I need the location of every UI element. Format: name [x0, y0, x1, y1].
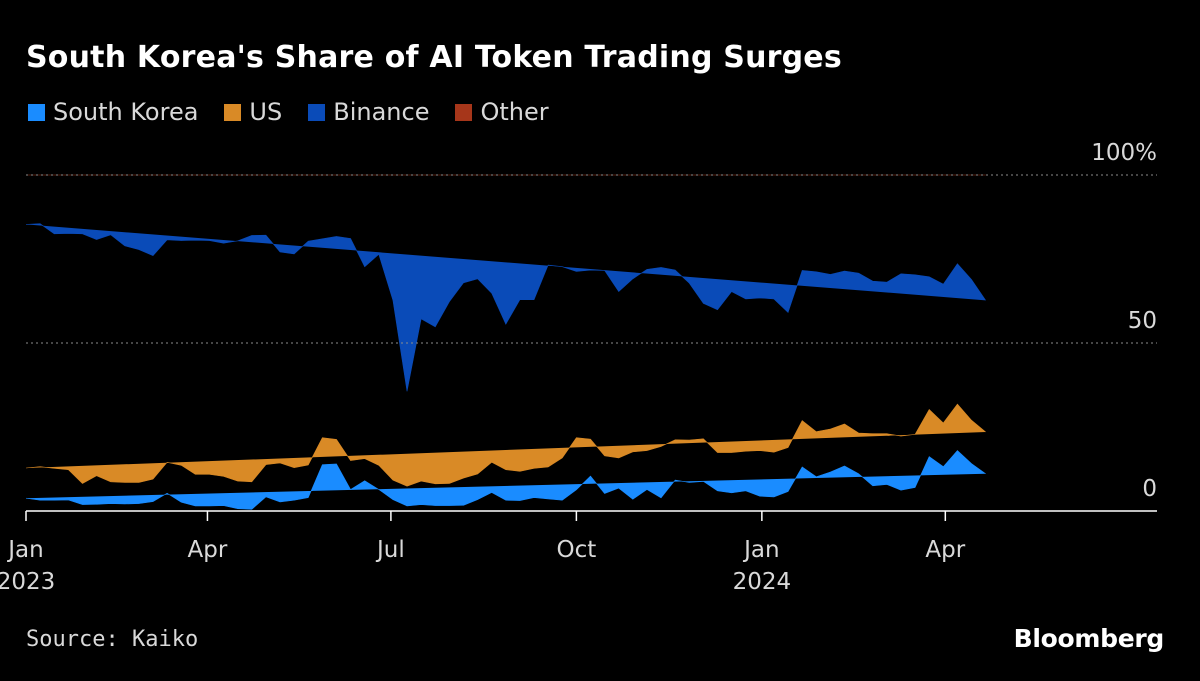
legend-item-other: Other — [455, 98, 549, 126]
legend-swatch-south-korea — [28, 103, 45, 121]
y-tick-label-100: 100% — [1091, 140, 1157, 166]
x-tick-label-2: Jul — [375, 537, 405, 563]
gridlines — [26, 174, 1157, 344]
area-layers — [25, 174, 986, 510]
area-binance — [25, 223, 986, 392]
y-tick-label-0: 0 — [1142, 476, 1157, 502]
legend-swatch-us — [224, 103, 242, 121]
x-tick-year-0: 2023 — [0, 569, 55, 595]
x-tick-label-4: Jan — [742, 537, 779, 563]
x-tick-label-1: Apr — [188, 537, 228, 563]
source-note: Source: Kaiko — [26, 627, 199, 652]
x-tick-label-5: Apr — [925, 537, 965, 563]
legend-swatch-other — [455, 103, 473, 121]
area-us — [25, 403, 986, 487]
bloomberg-logo: Bloomberg — [1013, 624, 1165, 653]
legend-swatch-binance — [308, 103, 326, 121]
x-tick-year-4: 2024 — [733, 569, 792, 595]
legend-label-binance: Binance — [333, 98, 430, 126]
legend-item-us: US — [224, 98, 282, 126]
legend-label-south-korea: South Korea — [53, 98, 199, 126]
legend: South Korea US Binance Other — [28, 98, 549, 126]
chart-title: South Korea's Share of AI Token Trading … — [26, 40, 842, 75]
legend-item-south-korea: South Korea — [28, 98, 198, 126]
axes: 100% 50 0 Jan 2023 Apr Jul Oct Jan 2024 Apr — [0, 140, 1157, 595]
area-south-korea — [25, 450, 986, 510]
y-tick-label-50: 50 — [1128, 308, 1157, 334]
legend-label-us: US — [249, 98, 283, 126]
legend-item-binance: Binance — [308, 98, 429, 126]
x-tick-label-0: Jan — [6, 537, 43, 563]
legend-label-other: Other — [480, 98, 549, 126]
x-tick-label-3: Oct — [556, 537, 596, 563]
